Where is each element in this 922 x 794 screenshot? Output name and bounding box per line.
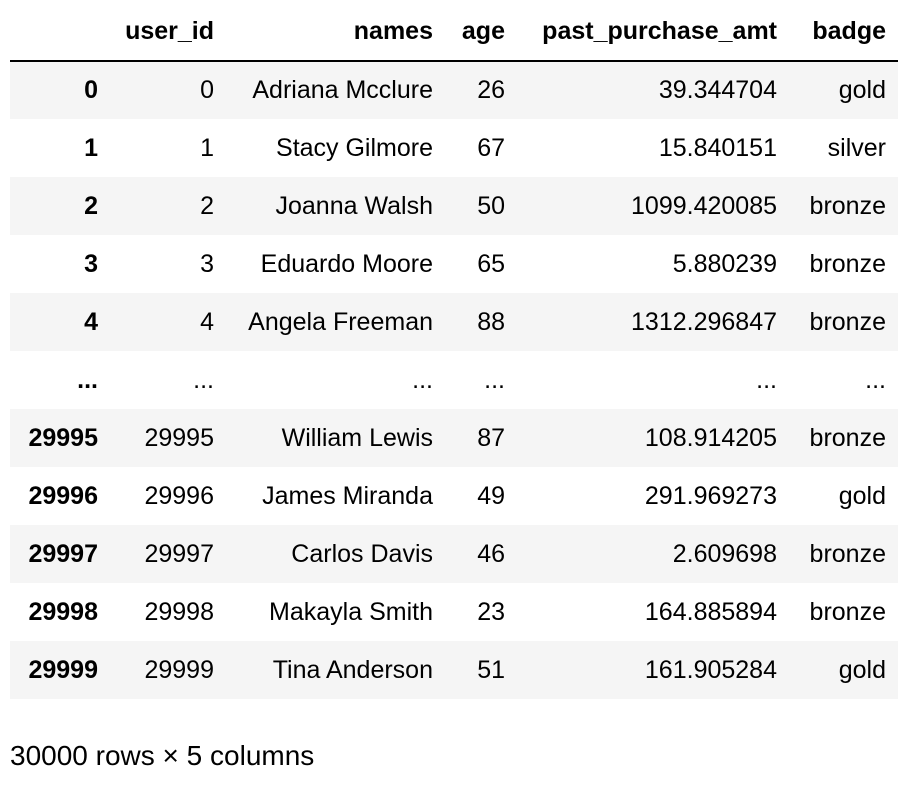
cell-user-id: 2 xyxy=(200,191,214,220)
cell-badge: bronze xyxy=(809,191,886,220)
cell-names: William Lewis xyxy=(281,423,433,452)
cell-names: Eduardo Moore xyxy=(260,249,433,278)
cell-badge: ... xyxy=(865,365,886,394)
row-index: 0 xyxy=(84,76,98,104)
row-index: 2 xyxy=(84,191,98,220)
header-user-id: user_id xyxy=(110,3,226,62)
cell-user-id: 29996 xyxy=(144,481,214,510)
cell-past-purchase-amt: 39.344704 xyxy=(658,76,777,104)
cell-badge: bronze xyxy=(809,307,886,336)
header-past-purchase-amt: past_purchase_amt xyxy=(517,3,789,62)
row-index: ... xyxy=(77,365,98,394)
table-row: 4 4 Angela Freeman 88 1312.296847 bronze xyxy=(10,293,898,351)
table-row: 29997 29997 Carlos Davis 46 2.609698 bronze xyxy=(10,525,898,583)
cell-age: 49 xyxy=(477,481,505,510)
ellipsis-row: .................. xyxy=(10,351,898,409)
table-row: 2 2 Joanna Walsh 50 1099.420085 bronze xyxy=(10,177,898,235)
cell-past-purchase-amt: 2.609698 xyxy=(672,539,777,568)
cell-age: 67 xyxy=(477,133,505,162)
cell-badge: gold xyxy=(838,481,886,510)
header-age: age xyxy=(445,3,517,62)
cell-age: 51 xyxy=(477,655,505,684)
cell-names: Makayla Smith xyxy=(269,597,433,626)
cell-age: 26 xyxy=(477,76,505,104)
cell-badge: bronze xyxy=(809,423,886,452)
cell-past-purchase-amt: 108.914205 xyxy=(644,423,777,452)
cell-names: ... xyxy=(412,365,433,394)
cell-badge: bronze xyxy=(809,597,886,626)
table-row: 3 3 Eduardo Moore 65 5.880239 bronze xyxy=(10,235,898,293)
cell-age: 88 xyxy=(477,307,505,336)
cell-past-purchase-amt: 161.905284 xyxy=(644,655,777,684)
cell-age: 87 xyxy=(477,423,505,452)
cell-badge: silver xyxy=(827,133,886,162)
cell-names: Adriana Mcclure xyxy=(252,76,433,104)
header-badge: badge xyxy=(789,3,898,62)
cell-past-purchase-amt: 15.840151 xyxy=(658,133,777,162)
table-row: 29998 29998 Makayla Smith 23 164.885894 bronz… xyxy=(10,583,898,641)
cell-badge: bronze xyxy=(809,539,886,568)
table-body: 0 0 Adriana Mcclure 26 39.344704 gold 1 1 Stacy … xyxy=(10,61,898,699)
cell-user-id: 0 xyxy=(200,76,214,104)
row-index: 29998 xyxy=(28,597,98,626)
header-names: names xyxy=(226,3,445,62)
table-row: 1 1 Stacy Gilmore 67 15.840151 silver xyxy=(10,119,898,177)
row-index: 29996 xyxy=(28,481,98,510)
dataframe-table: user_id names age past_purchase_amt badg… xyxy=(10,3,898,699)
row-index: 29995 xyxy=(28,423,98,452)
table-row: 29995 29995 William Lewis 87 108.914205 bronz… xyxy=(10,409,898,467)
row-index: 29997 xyxy=(28,539,98,568)
cell-user-id: 29995 xyxy=(144,423,214,452)
cell-badge: gold xyxy=(838,76,886,104)
cell-past-purchase-amt: 1312.296847 xyxy=(631,307,777,336)
table-row: 0 0 Adriana Mcclure 26 39.344704 gold xyxy=(10,61,898,119)
row-index: 1 xyxy=(84,133,98,162)
cell-badge: bronze xyxy=(809,249,886,278)
cell-names: Tina Anderson xyxy=(272,655,433,684)
cell-user-id: 29997 xyxy=(144,539,214,568)
cell-user-id: 1 xyxy=(200,133,214,162)
cell-past-purchase-amt: 1099.420085 xyxy=(631,191,777,220)
cell-age: 46 xyxy=(477,539,505,568)
cell-names: James Miranda xyxy=(262,481,433,510)
cell-age: 23 xyxy=(477,597,505,626)
cell-past-purchase-amt: 5.880239 xyxy=(672,249,777,278)
cell-user-id: ... xyxy=(193,365,214,394)
cell-names: Stacy Gilmore xyxy=(276,133,433,162)
row-index: 29999 xyxy=(28,655,98,684)
table-row: 29996 29996 James Miranda 49 291.969273 gold xyxy=(10,467,898,525)
cell-names: Angela Freeman xyxy=(248,307,433,336)
cell-past-purchase-amt: ... xyxy=(756,365,777,394)
cell-user-id: 29999 xyxy=(144,655,214,684)
cell-names: Carlos Davis xyxy=(291,539,433,568)
cell-age: 65 xyxy=(477,249,505,278)
table-row: 29999 29999 Tina Anderson 51 161.905284 gold xyxy=(10,641,898,699)
cell-age: 50 xyxy=(477,191,505,220)
cell-user-id: 3 xyxy=(200,249,214,278)
cell-badge: gold xyxy=(838,655,886,684)
header-row: user_id names age past_purchase_amt badg… xyxy=(10,3,898,62)
header-index xyxy=(10,3,110,62)
cell-user-id: 29998 xyxy=(144,597,214,626)
cell-past-purchase-amt: 291.969273 xyxy=(644,481,777,510)
table-header: user_id names age past_purchase_amt badg… xyxy=(10,3,898,62)
cell-past-purchase-amt: 164.885894 xyxy=(644,597,777,626)
shape-summary: 30000 rows × 5 columns xyxy=(10,740,315,771)
cell-user-id: 4 xyxy=(200,307,214,336)
row-index: 3 xyxy=(84,249,98,278)
cell-names: Joanna Walsh xyxy=(275,191,434,220)
cell-age: ... xyxy=(484,365,505,394)
row-index: 4 xyxy=(84,307,98,336)
